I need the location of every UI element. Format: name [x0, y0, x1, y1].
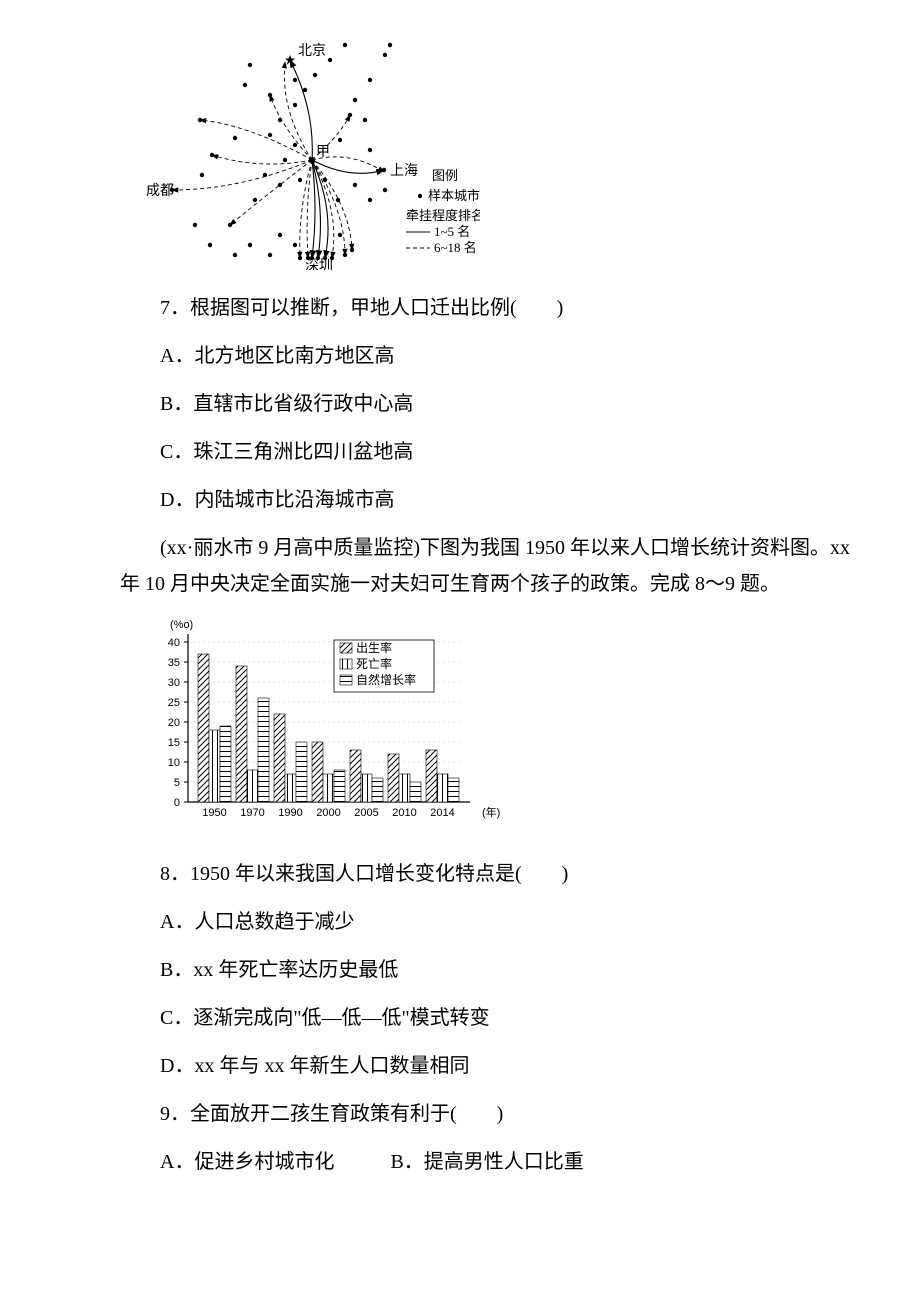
q9-option-b: B．提高男性人口比重	[350, 1144, 583, 1180]
svg-text:0: 0	[174, 797, 180, 809]
q7-option-b: B．直辖市比省级行政中心高	[120, 386, 860, 422]
svg-text:15: 15	[168, 737, 180, 749]
q7-stem: 7．根据图可以推断，甲地人口迁出比例( )	[120, 290, 860, 326]
svg-text:(%o): (%o)	[170, 619, 193, 631]
svg-text:2000: 2000	[316, 807, 340, 819]
q7-option-c: C．珠江三角洲比四川盆地高	[120, 434, 860, 470]
svg-text:2010: 2010	[392, 807, 416, 819]
svg-text:2005: 2005	[354, 807, 378, 819]
svg-text:北京: 北京	[298, 43, 326, 59]
svg-text:35: 35	[168, 657, 180, 669]
q9-stem: 9．全面放开二孩生育政策有利于( )	[120, 1096, 860, 1132]
svg-text:牵挂程度排名: 牵挂程度排名	[406, 208, 480, 223]
svg-text:1~5 名: 1~5 名	[434, 224, 470, 239]
intro2: (xx·丽水市 9 月高中质量监控)下图为我国 1950 年以来人口增长统计资料…	[120, 530, 860, 602]
svg-text:2014: 2014	[430, 807, 454, 819]
q8-stem: 8．1950 年以来我国人口增长变化特点是( )	[120, 856, 860, 892]
svg-text:样本城市: 样本城市	[428, 188, 480, 203]
svg-text:成都: 成都	[146, 183, 174, 199]
q8-option-b: B．xx 年死亡率达历史最低	[120, 952, 860, 988]
q9-option-a: A．促进乡村城市化	[120, 1144, 334, 1180]
svg-text:1970: 1970	[240, 807, 264, 819]
svg-text:6~18 名: 6~18 名	[434, 240, 477, 255]
q8-option-d: D．xx 年与 xx 年新生人口数量相同	[120, 1048, 860, 1084]
svg-text:1950: 1950	[202, 807, 226, 819]
svg-text:5: 5	[174, 777, 180, 789]
bar-chart-figure: 0 5 10 15 20 25 30 35 40 (%o) 1950 1970 1990 2000 2005…	[140, 614, 860, 836]
scatter-figure: 北京上海深圳 成都 甲图例样本城市牵挂程度排名1~5 名6~18 名	[140, 30, 860, 270]
svg-text:图例: 图例	[432, 168, 458, 183]
svg-text:死亡率: 死亡率	[356, 656, 392, 671]
svg-text:20: 20	[168, 717, 180, 729]
q7-option-d: D．内陆城市比沿海城市高	[120, 482, 860, 518]
svg-text:25: 25	[168, 697, 180, 709]
q9-options-row: A．促进乡村城市化 B．提高男性人口比重	[120, 1144, 860, 1180]
q8-option-c: C．逐渐完成向"低—低—低"模式转变	[120, 1000, 860, 1036]
q7-option-a: A．北方地区比南方地区高	[120, 338, 860, 374]
scatter-svg: 北京上海深圳 成都 甲图例样本城市牵挂程度排名1~5 名6~18 名	[140, 30, 480, 270]
svg-text:10: 10	[168, 757, 180, 769]
q8-option-a: A．人口总数趋于减少	[120, 904, 860, 940]
svg-text:甲: 甲	[316, 145, 330, 160]
svg-text:30: 30	[168, 677, 180, 689]
svg-text:1990: 1990	[278, 807, 302, 819]
svg-text:40: 40	[168, 637, 180, 649]
svg-text:(年): (年)	[482, 805, 500, 819]
svg-text:上海: 上海	[390, 163, 418, 179]
bar-chart-svg: 0 5 10 15 20 25 30 35 40 (%o) 1950 1970 1990 2000 2005…	[140, 614, 530, 824]
svg-text:自然增长率: 自然增长率	[356, 672, 416, 687]
svg-text:出生率: 出生率	[356, 640, 392, 655]
svg-text:深圳: 深圳	[305, 258, 333, 270]
